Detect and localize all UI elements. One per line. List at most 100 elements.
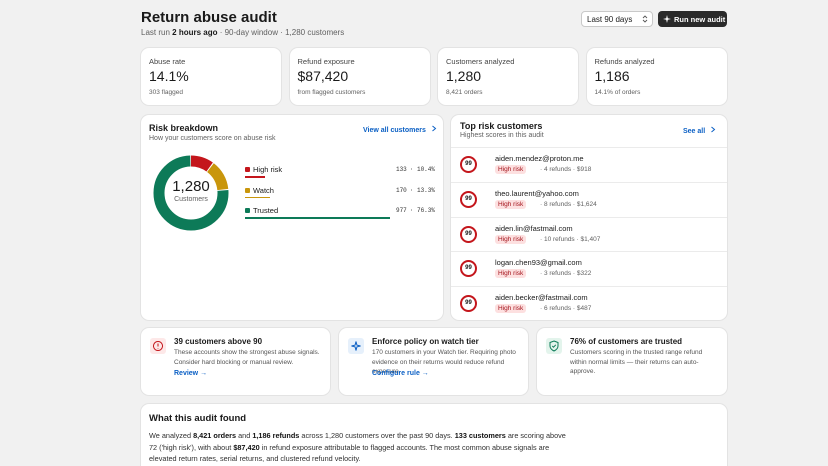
legend-bar [245,176,265,178]
stat-label: Refunds analyzed [594,57,655,66]
legend-value: 977 · 76.3% [396,207,435,214]
row-divider [451,181,727,183]
summary-text: We analyzed 8,421 orders and 1,186 refun… [149,430,569,465]
stat-note: from flagged customers [297,89,366,96]
legend-swatch [245,187,250,193]
stat-card: Customers analyzed 1,280 8,421 orders [438,48,578,105]
stat-value: 14.1% [149,68,189,84]
segment-share: · 13.3% [409,186,435,194]
insight-card: Enforce policy on watch tier 170 customer… [339,328,528,395]
customer-email: aiden.lin@fastmail.com [495,223,573,233]
legend-value: 170 · 13.3% [396,187,435,194]
row-divider [451,216,727,218]
donut-center-label: Customers [174,196,208,203]
legend-label: Trusted [253,206,279,215]
see-all-link[interactable]: See all [683,126,716,135]
top-risk-card: Top risk customers Highest scores in thi… [451,115,727,320]
chevron [432,125,437,132]
icon-glyph [351,341,361,351]
page-subtitle: Last run 2 hours ago · 90-day window · 1… [141,28,344,37]
stat-label: Abuse rate [149,57,186,66]
legend-label: Watch [253,185,274,195]
donut-center-value: 1,280 [172,178,210,195]
insight-icon [348,338,364,354]
run-audit-label: Run new audit [674,15,726,24]
summary-emphasis: $87,420 [233,442,260,452]
stat-label: Customers analyzed [446,57,515,66]
summary-emphasis: 8,421 orders [193,431,237,440]
stat-card: Refunds analyzed 1,186 14.1% of orders [586,48,727,105]
insight-body: 170 customers in your Watch tier. Requir… [372,349,516,375]
customer-email: aiden.mendez@proton.me [495,154,584,163]
legend-bar [245,217,391,219]
legend-bar [245,196,271,199]
insight-title: 39 customers above 90 [174,337,263,346]
risk-badge: High risk [495,304,527,314]
summary-run: in refund exposure attributable to flagg… [149,442,550,464]
insight-card: 39 customers above 90 These accounts show… [141,328,330,395]
see-all-label: See all [683,128,706,135]
segment-count: 977 [395,207,407,214]
stat-label: Refund exposure [297,57,355,66]
icon-bg [348,338,364,354]
meta: · 90-day window · 1,280 customers [219,28,345,37]
stat-value: 1,186 [594,68,630,84]
sparkle-icon [663,15,671,23]
stat-note: 8,421 orders [446,89,483,96]
select-arrows [642,15,648,23]
legend-swatch [245,208,250,213]
summary-run: are scoring above 72 ('high risk'), with… [149,431,566,452]
stat-note: 14.1% of orders [594,89,641,96]
customer-email: theo.laurent@yahoo.com [495,188,579,198]
summary-run: We analyzed [149,431,194,440]
row-divider [451,251,727,253]
card-subtitle: Highest scores in this audit [460,132,544,139]
insight-icon [150,338,166,354]
run-audit-button[interactable]: Run new audit [658,11,727,27]
insight-title: 76% of customers are trusted [570,337,683,346]
stat-card: Abuse rate 14.1% 303 flagged [141,48,281,105]
customer-detail: · 4 refunds · $918 [540,166,592,173]
risk-badge: High risk [495,269,527,279]
donut-chart [153,155,229,231]
segment-share: · 10.4% [409,166,435,173]
view-all-link[interactable]: View all customers [363,125,437,134]
row-divider [451,147,727,148]
card-title: Risk breakdown [149,123,219,133]
insight-link[interactable]: Configure rule → [372,370,429,377]
risk-badge: High risk [495,234,527,244]
risk-score: 99 [460,190,477,208]
summary-title: What this audit found [149,413,247,424]
summary-emphasis: 1,186 refunds [252,431,300,440]
page-title: Return abuse audit [141,9,277,26]
view-all-label: View all customers [363,127,426,134]
last-run: 2 hours ago [172,28,218,37]
range-select[interactable]: Last 90 days [581,11,653,27]
customer-detail: · 6 refunds · $487 [540,305,592,313]
donut-segment [153,155,229,231]
segment-count: 170 [395,186,407,194]
range-select-label: Last 90 days [587,15,633,24]
stat-note: 303 flagged [149,89,183,96]
customer-email: logan.chen93@gmail.com [495,258,582,268]
legend-label: High risk [253,165,283,174]
insight-link[interactable]: Review → [174,370,208,377]
insight-body: Customers scoring in the trusted range r… [570,349,703,375]
risk-score: 99 [460,260,477,278]
stat-value: $87,420 [297,68,349,84]
stat-value: 1,280 [446,68,482,84]
legend-swatch [245,167,250,172]
last-run-label: Last run [141,28,170,37]
insight-card: 76% of customers are trusted Customers sc… [537,328,727,395]
icon-glyph [549,340,559,352]
card-subtitle: How your customers score on abuse risk [149,135,276,142]
segment-share: · 76.3% [409,207,435,214]
summary-run: and [236,431,253,440]
segment-count: 133 [395,166,407,173]
icon-glyph [153,341,163,351]
insight-icon [546,338,562,354]
risk-badge: High risk [495,165,527,174]
summary-run: across 1,280 customers over the past 90 … [299,431,455,440]
customer-detail: · 3 refunds · $322 [540,270,592,278]
